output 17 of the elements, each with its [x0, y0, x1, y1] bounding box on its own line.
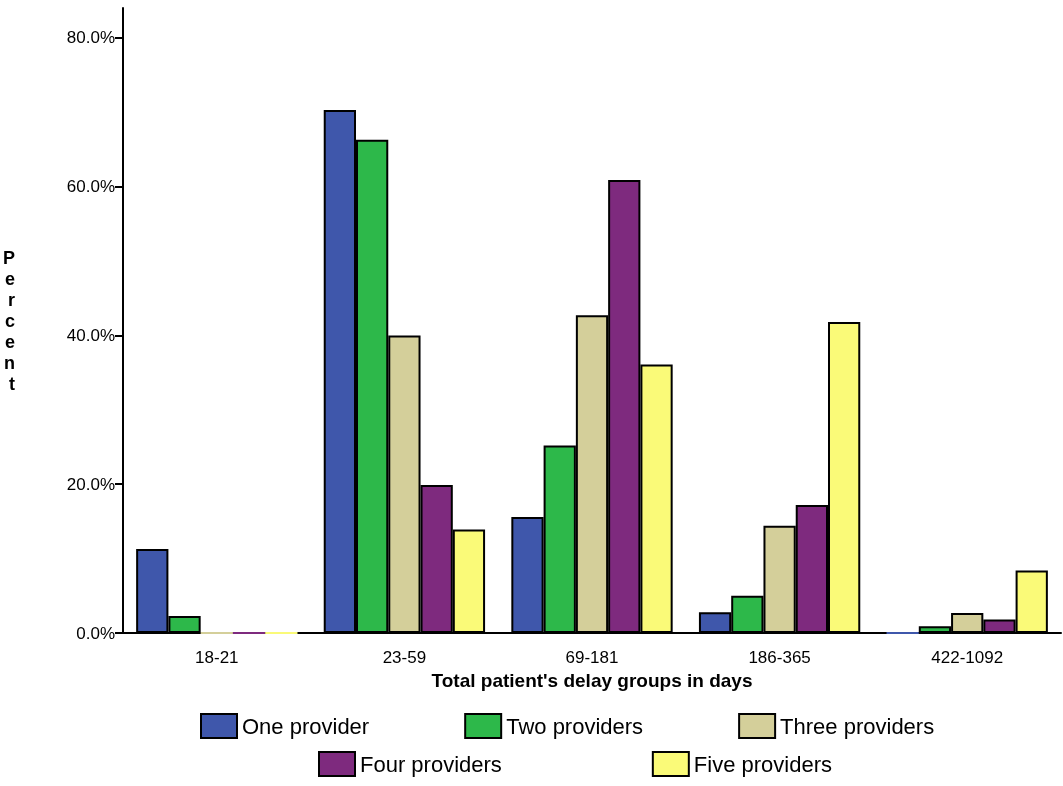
legend-label: Three providers: [780, 713, 935, 739]
y-tick-label: 40.0%: [66, 325, 116, 345]
y-tick-label: 20.0%: [66, 474, 116, 494]
legend-label: Five providers: [693, 751, 832, 777]
legend-label: Two providers: [506, 713, 644, 739]
y-tick-label: 80.0%: [66, 28, 116, 48]
y-tick-label: 0.0%: [76, 623, 116, 643]
y-axis-title: Percent: [2, 247, 16, 394]
y-tick-label: 60.0%: [66, 177, 116, 197]
x-tick-label: 18-21: [195, 648, 239, 667]
x-tick-label: 69-181: [565, 648, 619, 667]
legend-label: One provider: [242, 713, 370, 739]
x-axis-title: Total patient's delay groups in days: [431, 670, 753, 691]
x-tick-label: 186-365: [748, 648, 811, 667]
x-tick-label: 422-1092: [931, 648, 1004, 667]
x-tick-label: 23-59: [382, 648, 427, 667]
legend-label: Four providers: [360, 751, 502, 777]
